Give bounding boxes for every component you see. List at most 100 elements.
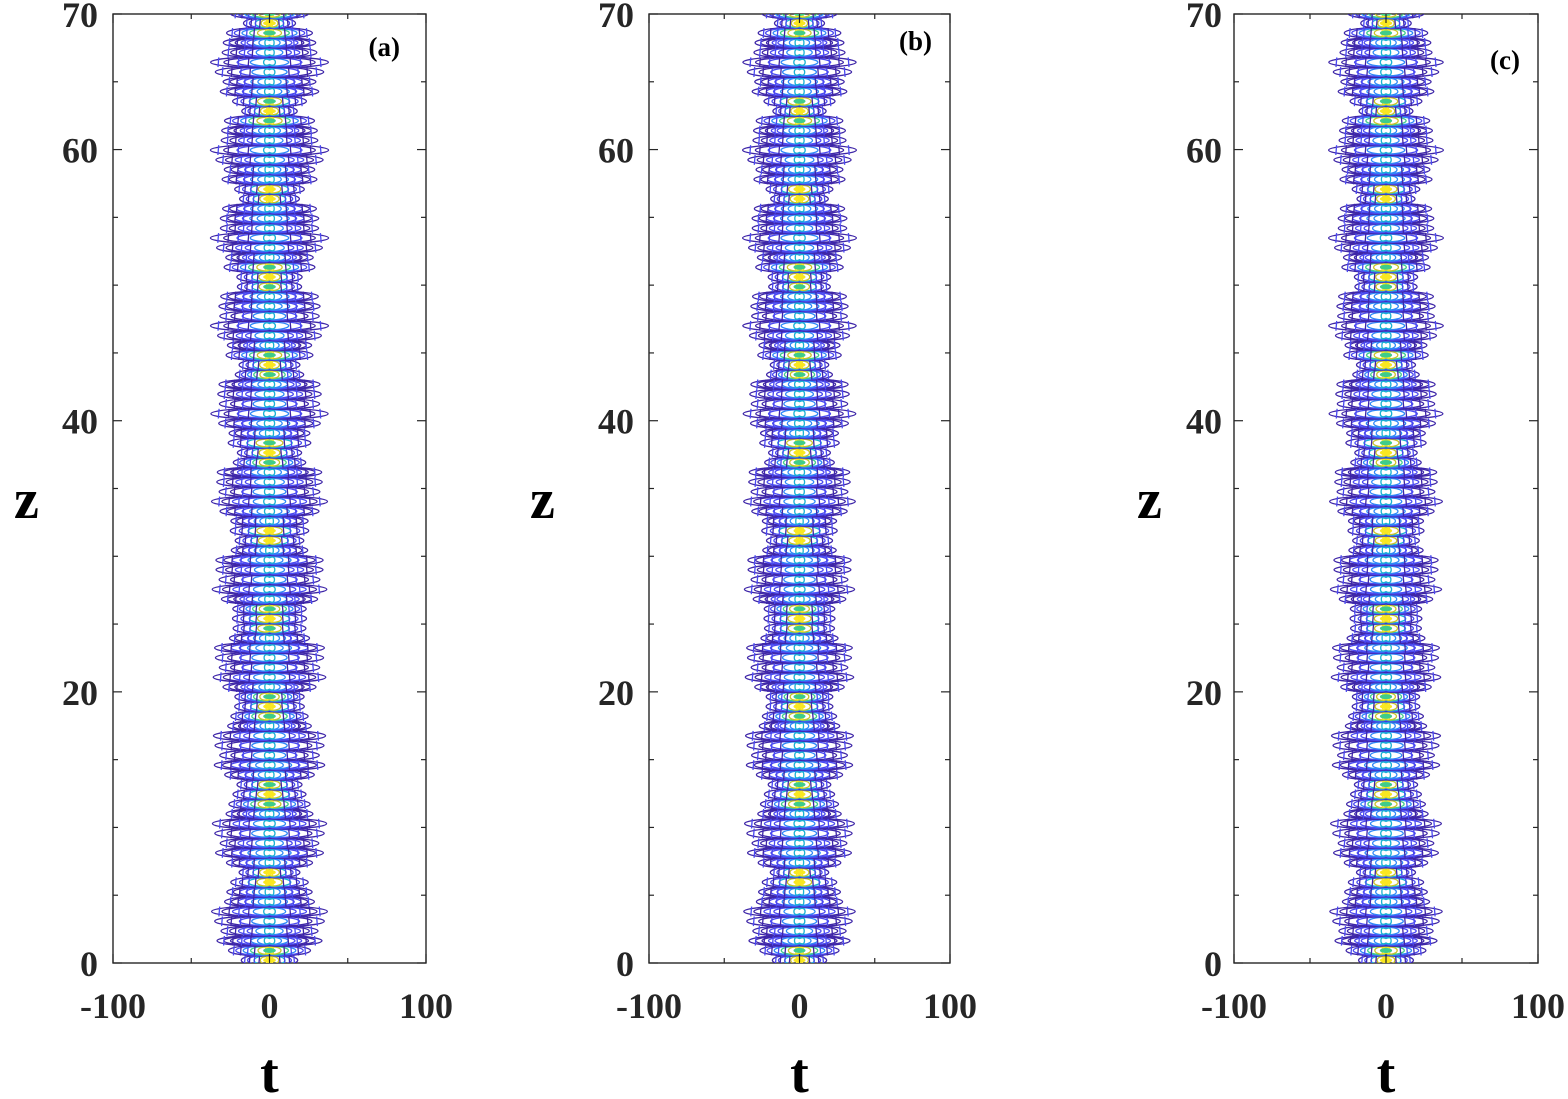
contour-line <box>226 291 229 302</box>
contour-line <box>253 887 256 897</box>
contour-line <box>1403 467 1406 478</box>
contour-line <box>826 828 829 839</box>
y-tick-label: 20 <box>62 673 98 713</box>
contour-line <box>1348 350 1351 361</box>
contour-line <box>239 828 242 839</box>
contour-line <box>258 448 281 458</box>
contour-line <box>784 525 787 536</box>
contour-line <box>247 525 250 536</box>
contour-line <box>1412 555 1415 566</box>
contour-line <box>1380 68 1392 76</box>
contour-line <box>1400 350 1403 361</box>
contour-line <box>281 184 284 195</box>
contour-line <box>1380 507 1392 515</box>
contour-line <box>1421 350 1424 361</box>
contour-line <box>815 594 818 605</box>
contour-line <box>1366 184 1370 195</box>
contour-line <box>1343 213 1346 224</box>
contour-line <box>229 672 232 683</box>
contour-peak <box>1379 538 1393 544</box>
contour-line <box>1395 359 1398 370</box>
contour-line <box>1428 330 1431 341</box>
contour-line <box>256 507 283 516</box>
contour-line <box>834 887 837 897</box>
contour-line <box>818 525 821 536</box>
contour-line <box>1430 652 1433 663</box>
contour-line <box>840 398 843 409</box>
contour-line <box>811 516 814 526</box>
contour-line <box>281 457 284 468</box>
contour-line <box>1373 116 1399 126</box>
contour-line <box>297 945 300 956</box>
contour-line <box>756 311 760 321</box>
contour-line <box>813 252 816 263</box>
contour-line <box>818 320 821 331</box>
contour-line <box>264 78 275 86</box>
contour-line <box>259 194 280 204</box>
contour-peak <box>1379 791 1393 797</box>
contour-line <box>823 603 826 614</box>
contour-line <box>813 808 816 819</box>
contour-line <box>230 643 233 653</box>
contour-line <box>787 359 790 370</box>
contour-line <box>1375 360 1397 370</box>
contour-line <box>249 184 253 195</box>
contour-line <box>778 14 781 19</box>
contour-line <box>767 76 770 87</box>
contour-line <box>765 135 769 146</box>
contour-line <box>770 828 773 839</box>
contour-line <box>310 926 313 936</box>
contour-line <box>824 486 827 497</box>
contour-line <box>259 692 280 701</box>
contour-line <box>220 828 224 839</box>
contour-line <box>225 223 228 234</box>
contour-line <box>1372 369 1376 380</box>
contour-line <box>811 18 814 29</box>
contour-line <box>221 847 224 858</box>
contour-line <box>764 633 768 644</box>
contour-line <box>823 398 827 409</box>
contour-line <box>827 584 830 595</box>
contour-line <box>295 525 298 536</box>
contour-line <box>1415 164 1418 175</box>
contour-line <box>1418 14 1421 19</box>
contour-line <box>305 154 308 165</box>
contour-line <box>294 867 298 878</box>
contour-line <box>811 623 814 634</box>
contour-line <box>809 272 812 282</box>
contour-line <box>818 584 821 595</box>
contour-line <box>230 828 233 839</box>
contour-line <box>817 828 820 839</box>
contour-line <box>779 652 782 663</box>
contour-line <box>258 634 281 643</box>
contour-line <box>775 535 778 546</box>
contour-line <box>1366 154 1369 165</box>
contour-line <box>284 350 287 361</box>
contour-line <box>771 555 774 566</box>
contour-line <box>263 937 276 945</box>
contour-line <box>766 877 769 888</box>
contour-line <box>1427 301 1430 312</box>
contour-line <box>839 86 842 97</box>
contour-line <box>1349 467 1352 478</box>
contour-line <box>1358 935 1361 946</box>
contour-line <box>281 96 284 107</box>
contour-line <box>253 673 286 682</box>
contour-line <box>1362 272 1365 282</box>
contour-line <box>1426 86 1429 97</box>
contour-line <box>303 301 306 312</box>
contour-line <box>224 301 227 312</box>
contour-line <box>794 839 805 847</box>
contour-line <box>1404 760 1407 770</box>
contour-line <box>782 164 785 175</box>
contour-line <box>1350 438 1353 448</box>
contour-line <box>1419 379 1422 390</box>
contour-line <box>749 408 752 419</box>
contour-line <box>1374 14 1398 18</box>
contour-line <box>1398 516 1401 526</box>
contour-line <box>779 760 782 770</box>
contour-line <box>1370 799 1373 810</box>
contour-line <box>831 291 834 302</box>
contour-line <box>285 926 288 936</box>
contour-line <box>793 556 806 564</box>
